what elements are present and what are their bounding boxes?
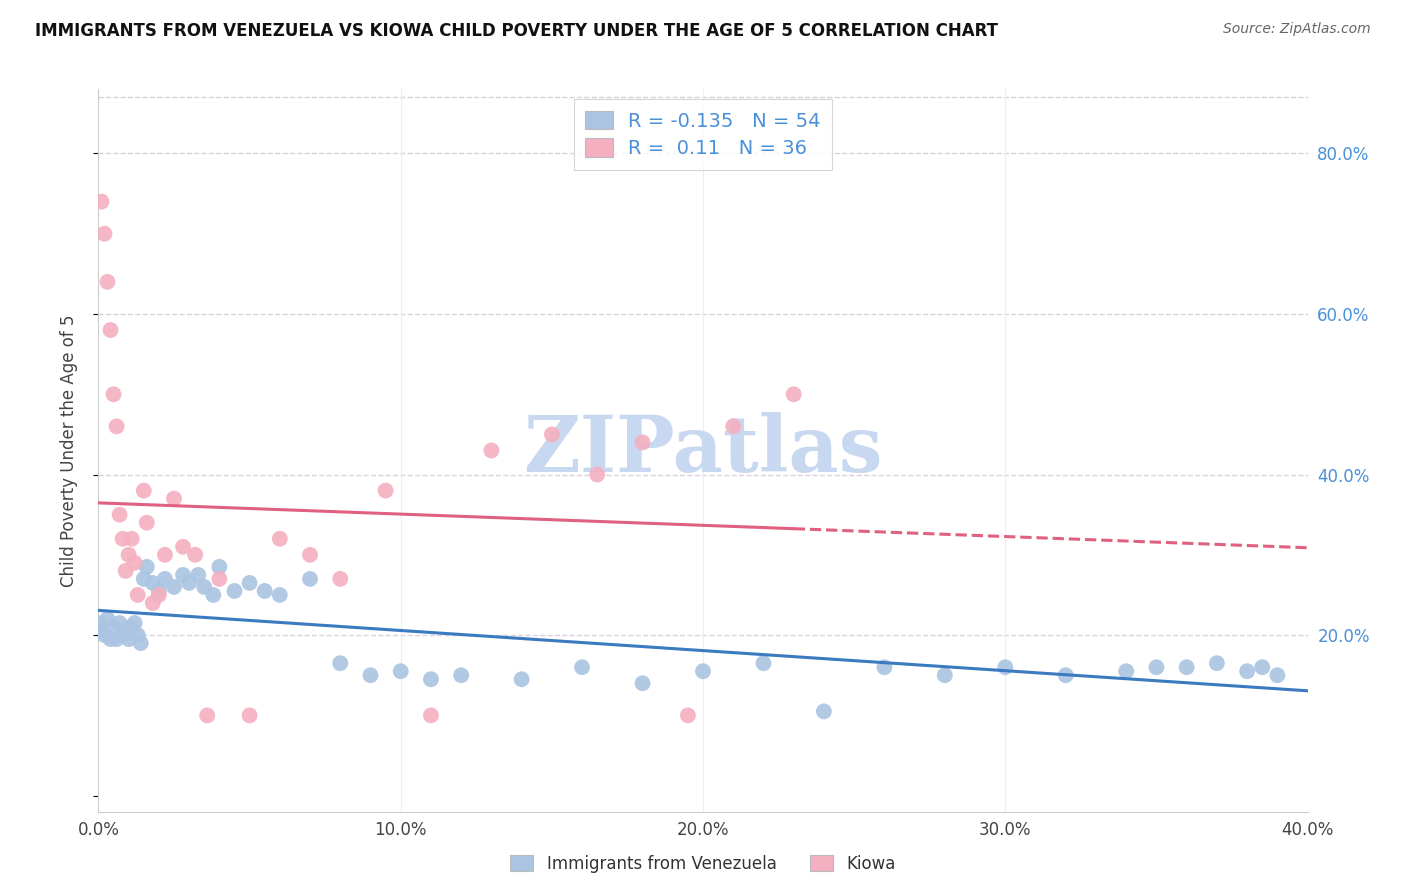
Point (121, 620, 143, 634)
Point (299, 572, 322, 586)
Point (510, 673, 533, 687)
Point (360, 668, 382, 682)
Point (195, 708, 218, 723)
Point (93, 227, 115, 241)
Point (118, 632, 141, 646)
Point (153, 548, 176, 562)
Point (96, 275, 118, 289)
Point (129, 636, 152, 650)
Point (127, 588, 149, 602)
Point (224, 583, 246, 598)
Point (132, 572, 155, 586)
Point (994, 660, 1017, 674)
Point (202, 588, 225, 602)
Point (148, 583, 170, 598)
Legend: Immigrants from Venezuela, Kiowa: Immigrants from Venezuela, Kiowa (503, 848, 903, 880)
Point (87, 615, 110, 630)
Point (269, 532, 291, 546)
Point (208, 572, 231, 586)
Point (163, 580, 186, 594)
Point (179, 576, 201, 591)
Point (118, 548, 141, 562)
Point (1267, 668, 1289, 682)
Point (481, 443, 503, 458)
Point (299, 548, 322, 562)
Point (142, 596, 165, 610)
Point (124, 615, 146, 630)
Point (631, 435, 654, 450)
Point (124, 556, 146, 570)
Point (108, 508, 131, 522)
Text: ZIPatlas: ZIPatlas (523, 412, 883, 489)
Point (692, 664, 714, 678)
Point (111, 628, 134, 642)
Point (752, 657, 775, 671)
Point (934, 668, 956, 682)
Point (269, 588, 291, 602)
Text: IMMIGRANTS FROM VENEZUELA VS KIOWA CHILD POVERTY UNDER THE AGE OF 5 CORRELATION : IMMIGRANTS FROM VENEZUELA VS KIOWA CHILD… (35, 22, 998, 40)
Text: Source: ZipAtlas.com: Source: ZipAtlas.com (1223, 22, 1371, 37)
Point (389, 664, 412, 678)
Point (148, 588, 170, 602)
Point (163, 491, 186, 506)
Point (153, 572, 176, 586)
Point (1175, 660, 1198, 674)
Point (208, 560, 231, 574)
Point (783, 387, 806, 401)
Point (540, 427, 562, 442)
Point (90, 624, 112, 639)
Point (172, 567, 194, 582)
Point (631, 676, 654, 690)
Point (121, 532, 143, 546)
Point (676, 708, 699, 723)
Point (103, 620, 125, 634)
Point (100, 632, 122, 646)
Point (96, 612, 118, 626)
Point (100, 323, 122, 337)
Point (172, 540, 194, 554)
Point (1144, 660, 1167, 674)
Point (105, 632, 128, 646)
Point (571, 660, 593, 674)
Point (142, 576, 165, 591)
Point (93, 628, 115, 642)
Point (1251, 660, 1274, 674)
Point (723, 419, 745, 434)
Point (420, 708, 443, 723)
Point (132, 483, 155, 498)
Point (329, 572, 352, 586)
Point (127, 628, 149, 642)
Point (135, 516, 157, 530)
Point (1206, 657, 1229, 671)
Point (239, 576, 262, 591)
Point (193, 580, 215, 594)
Point (105, 419, 128, 434)
Point (813, 705, 835, 719)
Point (90, 194, 112, 209)
Point (135, 560, 157, 574)
Point (114, 564, 136, 578)
Point (450, 668, 472, 682)
Point (1236, 664, 1258, 678)
Point (108, 615, 131, 630)
Point (329, 657, 352, 671)
Point (873, 660, 896, 674)
Point (1054, 668, 1077, 682)
Y-axis label: Child Poverty Under the Age of 5: Child Poverty Under the Age of 5 (59, 314, 77, 587)
Point (184, 548, 207, 562)
Point (1115, 664, 1137, 678)
Point (187, 567, 209, 582)
Point (420, 673, 443, 687)
Point (239, 708, 262, 723)
Point (374, 483, 396, 498)
Legend: R = -0.135   N = 54, R =  0.11   N = 36: R = -0.135 N = 54, R = 0.11 N = 36 (574, 99, 832, 169)
Point (111, 532, 134, 546)
Point (586, 467, 609, 482)
Point (253, 583, 276, 598)
Point (103, 387, 125, 401)
Point (114, 624, 136, 639)
